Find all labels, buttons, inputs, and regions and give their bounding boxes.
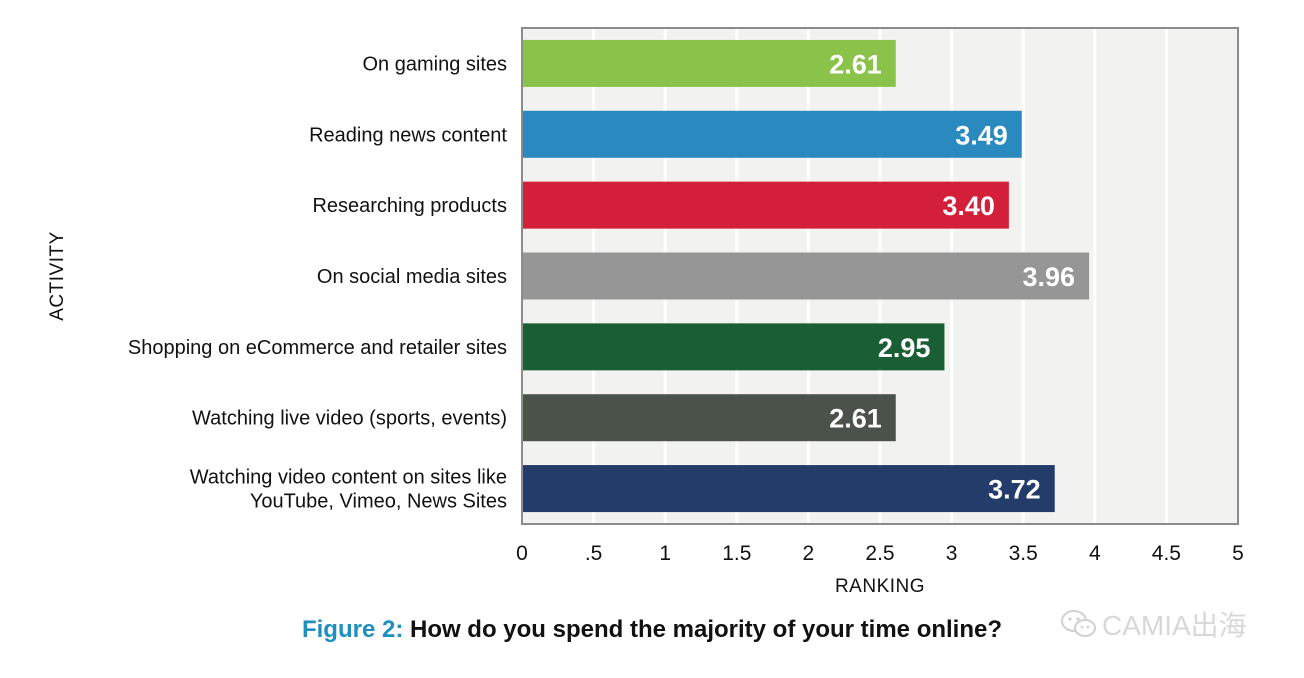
bar-rect	[522, 252, 1090, 300]
bar-rect	[522, 39, 896, 87]
category-label: Watching live video (sports, events)	[192, 408, 507, 430]
plot-frame	[521, 27, 1239, 525]
bar-rect	[522, 394, 896, 442]
bar-value-label: 2.61	[829, 49, 882, 79]
category-label: Researching products	[312, 195, 507, 217]
x-tick-label: 3.5	[1009, 542, 1038, 565]
x-tick-label: .5	[585, 542, 603, 565]
x-tick-label: 0	[516, 542, 528, 565]
wechat-icon	[1061, 610, 1096, 637]
category-label: Reading news content	[309, 124, 507, 146]
bar-value-label: 3.40	[942, 191, 995, 221]
watermark: CAMIA出海	[1060, 604, 1247, 644]
caption-lead: Figure 2:	[301, 616, 404, 643]
x-tick-label: 2.5	[865, 542, 894, 565]
bar-value-label: 2.95	[878, 333, 931, 363]
bar-rect	[522, 323, 945, 371]
bar-chart: 2.61 3.49 3.40 3.96 2.95 2.61 3.72 On gaming s…	[47, 27, 1244, 597]
x-tick-label: 4.5	[1152, 542, 1181, 565]
category-labels: On gaming sites Reading news content Resea…	[128, 53, 508, 512]
bar: 2.95	[522, 323, 945, 371]
bar-rect	[522, 110, 1022, 158]
bars: 2.61 3.49 3.40 3.96 2.95 2.61 3.72	[522, 39, 1090, 513]
bar-value-label: 3.72	[988, 475, 1041, 505]
category-label: YouTube, Vimeo, News Sites	[250, 491, 507, 513]
bar: 3.72	[522, 465, 1055, 513]
x-tick-label: 1	[659, 542, 671, 565]
bar-rect	[522, 181, 1009, 229]
bar-value-label: 2.61	[829, 404, 882, 434]
bar: 3.40	[522, 181, 1009, 229]
y-axis-title: ACTIVITY	[47, 231, 68, 321]
x-ticks: 0 .5 1 1.5 2 2.5 3 3.5 4 4.5 5	[516, 542, 1244, 565]
x-tick-label: 2	[803, 542, 815, 565]
x-axis-title: RANKING	[835, 576, 925, 597]
bar-rect	[522, 465, 1055, 513]
x-tick-label: 5	[1232, 542, 1244, 565]
watermark-text: CAMIA出海	[1102, 610, 1247, 641]
bar: 3.96	[522, 252, 1090, 300]
bar-value-label: 3.96	[1023, 262, 1076, 292]
x-tick-label: 3	[946, 542, 958, 565]
bar-value-label: 3.49	[955, 120, 1008, 150]
figure-caption: Figure 2: How do you spend the majority …	[0, 616, 1304, 644]
caption-text: How do you spend the majority of your ti…	[403, 616, 1003, 643]
bar: 3.49	[522, 110, 1022, 158]
x-tick-label: 4	[1089, 542, 1101, 565]
category-label: Shopping on eCommerce and retailer sites	[128, 337, 507, 359]
category-label: On social media sites	[317, 266, 507, 288]
category-label: On gaming sites	[362, 53, 507, 75]
x-tick-label: 1.5	[722, 542, 751, 565]
bar: 2.61	[522, 39, 896, 87]
category-label: Watching video content on sites like	[190, 467, 507, 489]
bar: 2.61	[522, 394, 896, 442]
